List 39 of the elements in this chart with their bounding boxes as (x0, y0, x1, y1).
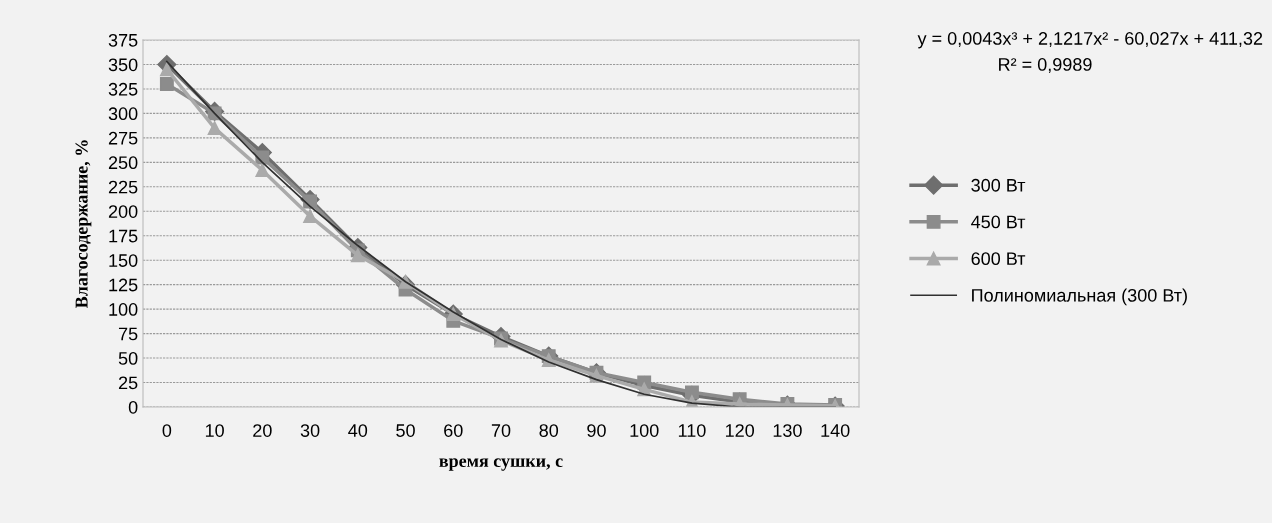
y-axis-title: Влагосодержание, % (75, 140, 92, 309)
legend-label: 300 Вт (971, 178, 1026, 192)
legend-label: 450 Вт (971, 215, 1026, 229)
y-tick-label: 325 (108, 82, 138, 96)
y-tick-label: 350 (108, 58, 138, 72)
x-tick-label: 80 (539, 424, 559, 437)
legend-label: 600 Вт (971, 252, 1026, 266)
x-tick-label: 30 (300, 424, 320, 437)
y-tick-label: 375 (108, 33, 138, 47)
x-tick-label: 20 (253, 424, 272, 437)
x-tick-label: 100 (630, 424, 659, 437)
y-tick-label: 50 (118, 352, 138, 365)
x-tick-label: 70 (491, 424, 511, 437)
y-tick-label: 175 (109, 229, 138, 243)
legend-label: Полиномиальная (300 Вт) (972, 288, 1187, 306)
text: R² = 0,9989 (999, 58, 1092, 73)
y-tick-label: 250 (108, 156, 138, 170)
y-tick-label: 0 (128, 400, 138, 414)
y-tick-label: 225 (108, 180, 138, 194)
y-tick-label: 300 (108, 107, 138, 121)
x-tick-label: 50 (396, 424, 415, 437)
x-tick-label: 130 (773, 424, 802, 437)
x-tick-label: 140 (821, 424, 850, 437)
x-tick-label: 40 (348, 424, 368, 437)
y-tick-label: 125 (109, 278, 138, 292)
x-tick-label: 120 (725, 424, 755, 437)
y-tick-label: 25 (118, 376, 138, 390)
y-tick-label: 200 (108, 205, 138, 218)
y-tick-label: 150 (109, 254, 138, 267)
x-tick-label: 60 (444, 424, 463, 437)
x-tick-label: 10 (205, 424, 224, 437)
y-tick-label: 75 (118, 327, 138, 341)
x-tick-label: 0 (162, 424, 172, 437)
y-tick-label: 275 (108, 131, 138, 145)
x-axis-title: время сушки, с (439, 458, 563, 471)
y-tick-label: 100 (109, 303, 138, 316)
x-tick-label: 110 (678, 424, 706, 437)
x-tick-label: 90 (587, 424, 606, 437)
text: y = 0,0043x³ + 2,1217x² - 60,027x + 411,32 (917, 32, 1263, 49)
